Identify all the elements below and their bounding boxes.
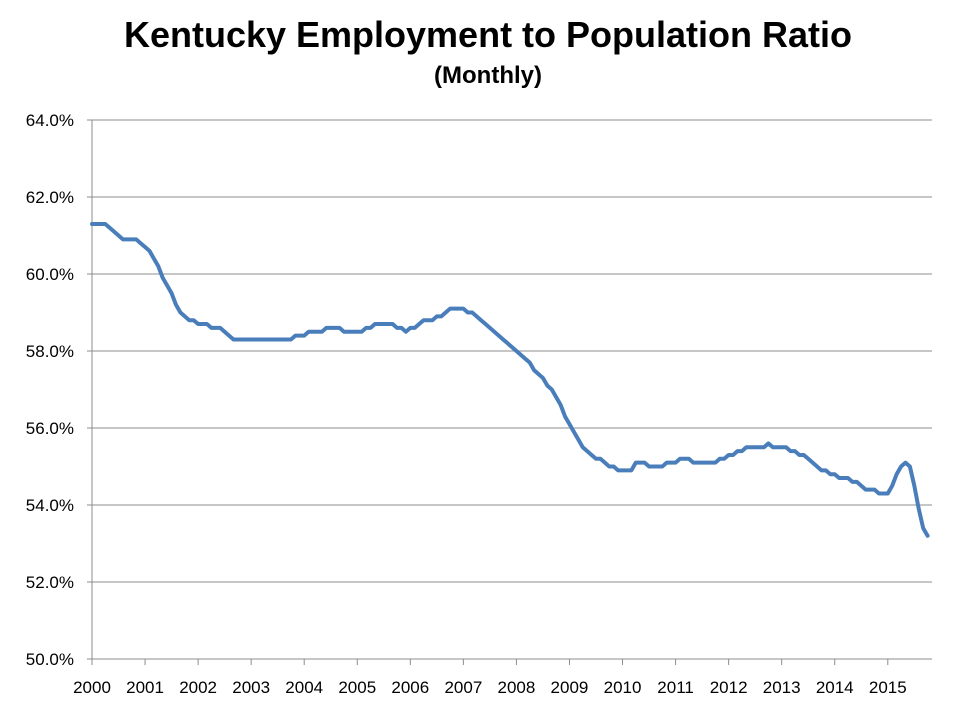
y-tick-label: 62.0% bbox=[26, 188, 74, 207]
y-tick-label: 50.0% bbox=[26, 650, 74, 669]
x-tick-label: 2005 bbox=[338, 678, 376, 697]
y-tick-label: 60.0% bbox=[26, 265, 74, 284]
series-line bbox=[90, 221, 930, 538]
x-tick-label: 2011 bbox=[657, 678, 694, 697]
x-tick-label: 2002 bbox=[179, 678, 217, 697]
x-tick-label: 2013 bbox=[763, 678, 801, 697]
y-tick-label: 58.0% bbox=[26, 342, 74, 361]
x-tick-label: 2014 bbox=[816, 678, 854, 697]
x-tick-label: 2007 bbox=[444, 678, 482, 697]
chart-title: Kentucky Employment to Population Ratio bbox=[123, 14, 853, 55]
x-tick-label: 2010 bbox=[604, 678, 642, 697]
x-tick-label: 2006 bbox=[391, 678, 429, 697]
y-tick-label: 56.0% bbox=[26, 419, 74, 438]
x-tick-label: 2012 bbox=[710, 678, 748, 697]
y-tick-label: 52.0% bbox=[26, 573, 74, 592]
series-group bbox=[90, 221, 930, 538]
x-axis-tick-labels: 2000 2001 2002 2003 2004 2005 2006 2007 2008 2009… bbox=[73, 678, 907, 697]
axes bbox=[87, 119, 932, 665]
x-tick-label: 2015 bbox=[869, 678, 907, 697]
x-tick-label: 2003 bbox=[232, 678, 270, 697]
y-axis-tick-labels: 50.0% 52.0% 54.0% 56.0% 58.0% 60.0% 62.0% 64.0% bbox=[26, 111, 74, 669]
x-tick-label: 2001 bbox=[126, 678, 164, 697]
x-tick-label: 2000 bbox=[73, 678, 111, 697]
chart-subtitle: (Monthly) bbox=[434, 62, 542, 89]
x-tick-label: 2004 bbox=[285, 678, 323, 697]
x-tick-label: 2008 bbox=[498, 678, 536, 697]
x-tick-label: 2009 bbox=[551, 678, 589, 697]
gridlines bbox=[92, 119, 932, 583]
y-tick-label: 64.0% bbox=[26, 111, 74, 130]
y-tick-label: 54.0% bbox=[26, 496, 74, 515]
